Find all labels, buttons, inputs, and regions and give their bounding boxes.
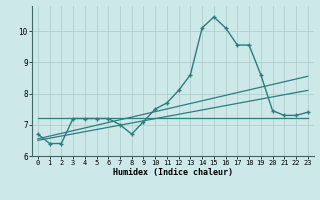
X-axis label: Humidex (Indice chaleur): Humidex (Indice chaleur)	[113, 168, 233, 177]
